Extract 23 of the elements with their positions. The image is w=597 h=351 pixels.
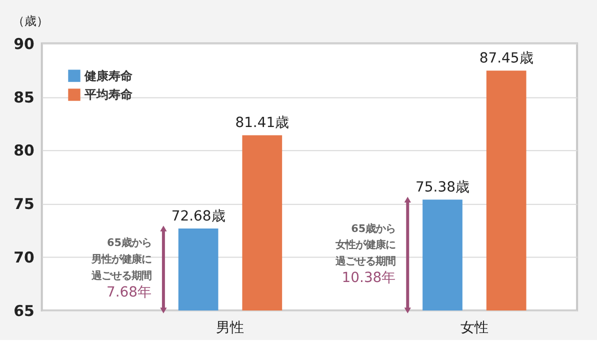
y-tick-label: 80 [14, 142, 34, 160]
legend-label: 健康寿命 [84, 68, 134, 83]
annotation: 10.38年 [342, 270, 396, 286]
data-label: 81.41歳 [235, 115, 290, 132]
annotation: 過ごせる期間 [334, 256, 396, 268]
annotation: 女性が健康に [334, 239, 396, 252]
data-label: 72.68歳 [171, 208, 226, 224]
y-tick-label: 85 [14, 88, 34, 106]
annotation: 65歳から [106, 237, 152, 250]
annotation: 65歳から [351, 222, 396, 235]
legend-label: 平均寿命 [84, 88, 134, 102]
x-tick-label: 女性 [460, 320, 488, 336]
y-tick-label: 65 [14, 302, 34, 320]
annotation: 過ごせる期間 [90, 270, 152, 282]
x-tick-label: 男性 [216, 320, 244, 336]
y-tick-label: 75 [14, 195, 34, 214]
y-tick-label: 70 [14, 248, 34, 267]
data-label: 75.38歳 [416, 180, 470, 196]
y-axis-title: （歳） [12, 14, 48, 28]
y-tick-label: 90 [14, 34, 34, 53]
annotation: 7.68年 [106, 284, 152, 301]
annotation: 男性が健康に [90, 254, 152, 266]
data-label: 87.45歳 [479, 50, 534, 67]
